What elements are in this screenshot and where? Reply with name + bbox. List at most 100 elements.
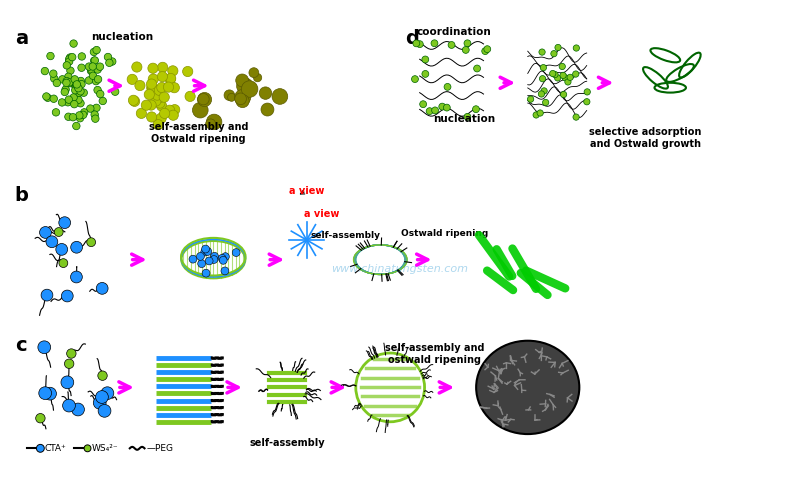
Circle shape xyxy=(70,40,78,48)
Circle shape xyxy=(94,66,102,73)
Circle shape xyxy=(562,74,568,81)
Circle shape xyxy=(448,42,455,48)
Circle shape xyxy=(50,70,57,77)
Text: coordination: coordination xyxy=(417,26,491,36)
Circle shape xyxy=(224,90,234,100)
Circle shape xyxy=(155,92,166,102)
Circle shape xyxy=(236,95,249,108)
Circle shape xyxy=(152,86,162,96)
Circle shape xyxy=(432,107,438,114)
Circle shape xyxy=(96,63,104,71)
Circle shape xyxy=(237,78,253,95)
Circle shape xyxy=(73,122,80,130)
Text: Ostwald ripening: Ostwald ripening xyxy=(401,229,488,238)
Circle shape xyxy=(170,105,180,115)
Circle shape xyxy=(473,106,479,113)
Circle shape xyxy=(206,119,216,129)
Circle shape xyxy=(74,96,82,104)
Circle shape xyxy=(567,74,574,81)
Circle shape xyxy=(218,254,226,262)
Circle shape xyxy=(71,76,78,83)
Circle shape xyxy=(46,236,58,248)
Circle shape xyxy=(198,93,212,107)
Circle shape xyxy=(93,104,100,111)
Circle shape xyxy=(443,104,450,111)
Circle shape xyxy=(157,101,166,111)
Circle shape xyxy=(71,86,79,94)
Circle shape xyxy=(50,95,58,102)
Circle shape xyxy=(91,57,98,64)
Circle shape xyxy=(254,73,262,82)
Circle shape xyxy=(66,54,74,61)
Ellipse shape xyxy=(476,341,579,434)
Circle shape xyxy=(54,228,63,237)
Circle shape xyxy=(165,74,175,84)
Circle shape xyxy=(159,92,170,102)
Circle shape xyxy=(163,82,174,92)
Circle shape xyxy=(65,359,74,369)
Circle shape xyxy=(81,108,88,116)
Circle shape xyxy=(101,387,114,399)
Circle shape xyxy=(84,445,91,452)
Circle shape xyxy=(146,112,157,122)
Circle shape xyxy=(58,217,70,228)
Circle shape xyxy=(86,238,95,247)
Circle shape xyxy=(166,73,176,84)
Circle shape xyxy=(158,62,168,72)
Circle shape xyxy=(234,89,250,106)
Circle shape xyxy=(93,47,100,54)
Circle shape xyxy=(44,94,51,101)
Circle shape xyxy=(41,289,53,301)
Circle shape xyxy=(444,84,451,90)
Circle shape xyxy=(104,53,112,61)
Circle shape xyxy=(420,101,426,108)
Circle shape xyxy=(482,48,489,55)
Circle shape xyxy=(464,40,471,47)
Circle shape xyxy=(106,59,113,67)
Circle shape xyxy=(92,115,99,122)
Circle shape xyxy=(61,376,74,389)
Circle shape xyxy=(154,85,165,96)
Circle shape xyxy=(59,259,68,267)
Circle shape xyxy=(94,75,102,83)
Circle shape xyxy=(158,72,167,82)
Circle shape xyxy=(170,83,179,93)
Circle shape xyxy=(148,84,158,95)
Circle shape xyxy=(78,64,86,72)
Text: WS₄²⁻: WS₄²⁻ xyxy=(91,444,118,453)
Text: d: d xyxy=(405,29,418,48)
Circle shape xyxy=(539,75,546,82)
Circle shape xyxy=(198,260,206,267)
Circle shape xyxy=(168,110,178,120)
Circle shape xyxy=(156,113,166,123)
Circle shape xyxy=(202,269,210,277)
Circle shape xyxy=(541,88,547,94)
Circle shape xyxy=(439,103,446,110)
Circle shape xyxy=(65,78,72,85)
Circle shape xyxy=(152,90,162,100)
Circle shape xyxy=(565,79,571,85)
Circle shape xyxy=(86,63,93,71)
Text: —PEG: —PEG xyxy=(146,444,174,453)
Circle shape xyxy=(146,100,156,110)
Circle shape xyxy=(73,82,81,89)
Circle shape xyxy=(413,40,420,47)
Circle shape xyxy=(272,89,288,104)
Circle shape xyxy=(85,77,93,84)
Circle shape xyxy=(98,371,107,380)
Circle shape xyxy=(87,67,94,74)
Circle shape xyxy=(86,105,94,112)
Circle shape xyxy=(66,80,74,87)
Circle shape xyxy=(552,72,558,78)
Circle shape xyxy=(80,89,87,96)
Circle shape xyxy=(76,112,83,119)
Text: self-assembly: self-assembly xyxy=(249,439,325,448)
Circle shape xyxy=(554,75,561,81)
Circle shape xyxy=(584,89,590,95)
Circle shape xyxy=(99,97,106,105)
Circle shape xyxy=(90,48,98,56)
Circle shape xyxy=(550,71,556,77)
Circle shape xyxy=(89,63,97,70)
Circle shape xyxy=(66,349,76,358)
Circle shape xyxy=(36,413,45,423)
